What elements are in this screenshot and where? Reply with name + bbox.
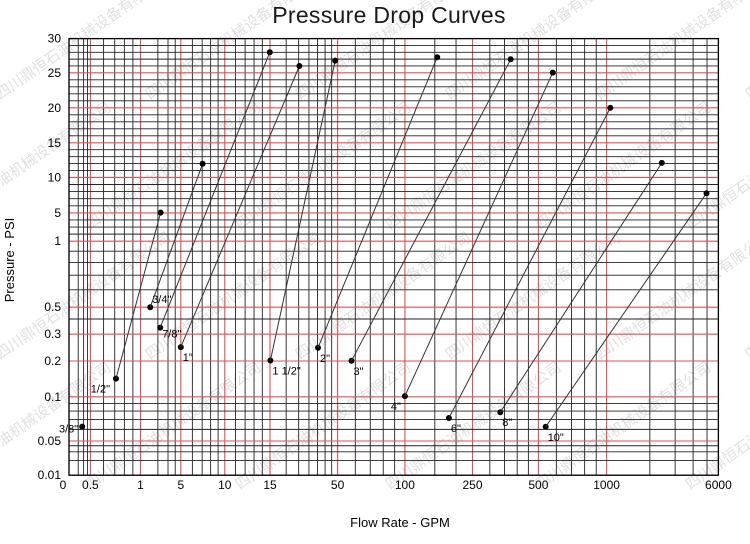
svg-text:1: 1 <box>137 478 144 492</box>
svg-text:6": 6" <box>451 423 461 435</box>
svg-text:5: 5 <box>177 478 184 492</box>
svg-text:0.3: 0.3 <box>44 327 61 341</box>
svg-text:0.01: 0.01 <box>38 468 62 482</box>
svg-text:1 1/2": 1 1/2" <box>272 366 300 378</box>
svg-text:1/2": 1/2" <box>91 384 110 396</box>
svg-text:20: 20 <box>48 101 62 115</box>
svg-text:Flow Rate - GPM: Flow Rate - GPM <box>350 515 450 530</box>
svg-text:3": 3" <box>354 366 364 378</box>
svg-text:0.2: 0.2 <box>44 354 61 368</box>
svg-text:2": 2" <box>320 353 330 365</box>
svg-text:1: 1 <box>54 234 61 248</box>
svg-text:1000: 1000 <box>593 478 620 492</box>
svg-text:15: 15 <box>48 136 62 150</box>
svg-text:8": 8" <box>502 417 512 429</box>
svg-text:500: 500 <box>528 478 548 492</box>
svg-text:6000: 6000 <box>705 478 732 492</box>
svg-text:0.05: 0.05 <box>38 434 62 448</box>
svg-text:4": 4" <box>391 401 401 413</box>
svg-text:10: 10 <box>218 478 232 492</box>
svg-text:30: 30 <box>48 32 62 46</box>
svg-text:5: 5 <box>54 206 61 220</box>
svg-text:10: 10 <box>48 170 62 184</box>
svg-text:7/8": 7/8" <box>162 329 181 341</box>
svg-text:1": 1" <box>183 352 193 364</box>
svg-text:0.5: 0.5 <box>82 478 99 492</box>
svg-text:0.5: 0.5 <box>44 300 61 314</box>
svg-text:250: 250 <box>462 478 482 492</box>
svg-text:15: 15 <box>263 478 277 492</box>
svg-text:3/8": 3/8" <box>59 424 78 436</box>
svg-text:10": 10" <box>548 432 564 444</box>
svg-text:0.1: 0.1 <box>44 390 61 404</box>
svg-text:Pressure - PSI: Pressure - PSI <box>2 218 17 303</box>
svg-text:25: 25 <box>48 66 62 80</box>
svg-text:Pressure Drop Curves: Pressure Drop Curves <box>272 2 506 28</box>
svg-text:100: 100 <box>395 478 415 492</box>
svg-text:50: 50 <box>331 478 345 492</box>
svg-text:3/4": 3/4" <box>152 294 171 306</box>
